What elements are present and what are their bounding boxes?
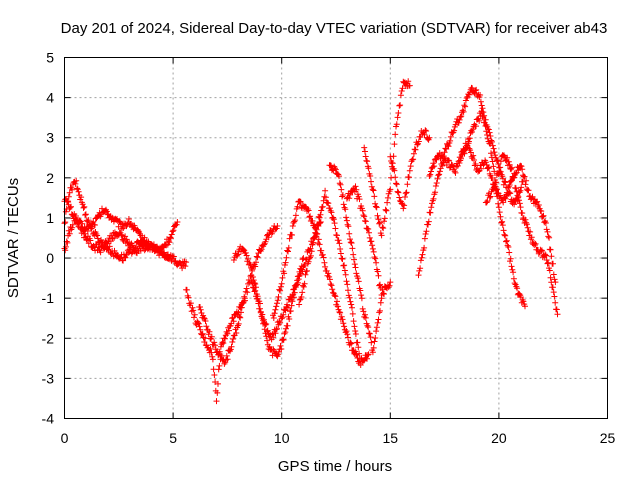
y-tick-label: 5 <box>46 50 54 66</box>
x-tick-label: 25 <box>600 430 616 446</box>
series-arc5-markers <box>196 223 281 367</box>
y-tick-label: 1 <box>46 210 54 226</box>
series-arc11-markers <box>343 183 394 298</box>
series-arc8-markers <box>270 198 372 368</box>
y-axis-label: SDTVAR / TECUs <box>5 178 22 298</box>
series-arc13-markers <box>387 127 433 212</box>
x-tick-label: 20 <box>491 430 507 446</box>
y-tick-label: 2 <box>46 170 54 186</box>
chart-title: Day 201 of 2024, Sidereal Day-to-day VTE… <box>61 20 608 37</box>
y-tick-label: -3 <box>42 370 55 386</box>
series-arc17-markers <box>482 152 561 318</box>
series-arc12-markers <box>361 78 413 239</box>
y-tick-label: 3 <box>46 130 54 146</box>
grid-lines <box>64 57 608 419</box>
y-tick-label: -2 <box>42 330 55 346</box>
y-tick-label: 0 <box>46 250 54 266</box>
y-tick-label: -1 <box>42 290 55 306</box>
y-tick-label: 4 <box>46 90 54 106</box>
series-arc10-markers <box>326 162 385 356</box>
axis-ticks: 0 5 10 15 20 25 -4 -3 -2 -1 0 1 2 3 4 5 <box>42 50 616 447</box>
x-tick-label: 10 <box>274 430 290 446</box>
x-tick-label: 0 <box>61 430 69 446</box>
x-tick-label: 5 <box>169 430 177 446</box>
y-tick-label: -4 <box>42 411 55 427</box>
data-points <box>61 78 561 405</box>
x-axis-label: GPS time / hours <box>278 458 392 475</box>
series-arc15-markers <box>426 108 528 310</box>
plot-frame <box>64 57 608 419</box>
x-tick-label: 15 <box>383 430 399 446</box>
series-arc9-markers <box>296 187 363 362</box>
